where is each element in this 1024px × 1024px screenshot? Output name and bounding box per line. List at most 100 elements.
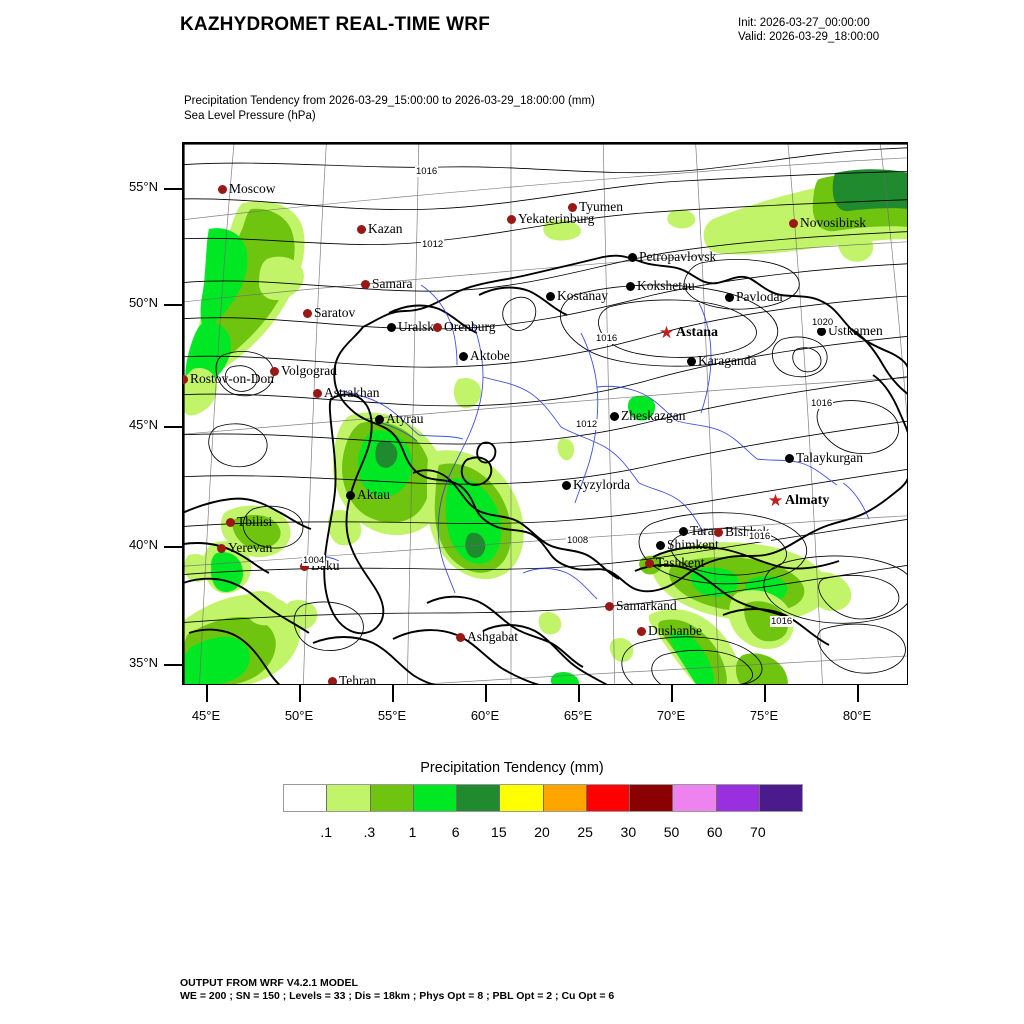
precip-shading-layer — [183, 169, 907, 684]
city-dot-icon — [386, 322, 396, 332]
colorbar-tick-label: 6 — [451, 824, 460, 840]
colorbar-swatch-7[interactable] — [586, 785, 630, 811]
colorbar-swatch-10[interactable] — [716, 785, 760, 811]
footer-line-config: WE = 200 ; SN = 150 ; Levels = 33 ; Dis … — [180, 990, 615, 1002]
city-dot-icon — [604, 601, 614, 611]
city-label: Shimkent — [667, 537, 719, 552]
city-dot-icon — [627, 252, 637, 262]
city-dot-icon — [636, 626, 646, 636]
city-dot-icon — [356, 224, 366, 234]
lon-tick-label: 55°E — [377, 708, 407, 723]
colorbar-swatch-9[interactable] — [673, 785, 717, 811]
slp-contour-layer — [183, 147, 907, 684]
lat-tick-mark — [164, 426, 182, 428]
city-label: Moscow — [229, 181, 276, 196]
page-title: KAZHYDROMET REAL-TIME WRF — [180, 14, 491, 35]
city-dot-icon — [225, 517, 235, 527]
colorbar-swatch-11[interactable] — [759, 785, 802, 811]
colorbar-swatch-1[interactable] — [327, 785, 371, 811]
city-label: Almaty — [785, 493, 830, 508]
city-dot-icon — [458, 351, 468, 361]
colorbar-tick-label: .1 — [320, 824, 332, 840]
city-dot-icon — [269, 366, 279, 376]
city-label: Astana — [676, 325, 719, 340]
city-dot-icon — [784, 453, 794, 463]
plot-caption: Precipitation Tendency from 2026-03-29_1… — [184, 94, 595, 124]
lon-tick-label: 70°E — [656, 708, 686, 723]
city-label: Kokshetau — [637, 278, 695, 293]
lat-tick-label: 35°N — [128, 655, 158, 670]
lon-tick-mark — [857, 685, 859, 702]
city-label: Ustkamen — [828, 323, 883, 338]
city-label: Kyzylorda — [573, 477, 630, 492]
lat-tick-label: 55°N — [128, 179, 158, 194]
city-label: Rostov-on-Don — [190, 371, 274, 386]
colorbar-swatch-4[interactable] — [457, 785, 501, 811]
colorbar-swatch-0[interactable] — [284, 785, 328, 811]
lat-tick-label: 40°N — [128, 537, 158, 552]
city-label: Zheskazgan — [621, 408, 686, 423]
city-dot-icon — [545, 291, 555, 301]
city-label: Tbilisi — [237, 514, 273, 529]
city-label: Astrakhan — [324, 385, 380, 400]
lat-tick-label: 45°N — [128, 417, 158, 432]
colorbar-tick-label: 25 — [577, 824, 593, 840]
colorbar-swatch-6[interactable] — [543, 785, 587, 811]
colorbar-swatch-5[interactable] — [500, 785, 544, 811]
model-output-footer: OUTPUT FROM WRF V4.2.1 MODEL WE = 200 ; … — [180, 977, 614, 1003]
lat-tick-label: 50°N — [128, 295, 158, 310]
forecast-map[interactable]: Moscow Kazan Yekaterinburg Tyumen Novosibirs… — [182, 142, 908, 685]
isobar-label: 1016 — [595, 333, 619, 344]
model-run-info: Init: 2026-03-27_00:00:00 Valid: 2026-03… — [738, 16, 879, 44]
city-label: Karaganda — [698, 353, 757, 368]
isobar-label: 1012 — [421, 239, 445, 250]
colorbar-tick-label: 50 — [663, 824, 680, 840]
colorbar-swatch-3[interactable] — [413, 785, 457, 811]
city-dot-icon — [678, 526, 688, 536]
city-label: Samara — [372, 276, 413, 291]
valid-time: Valid: 2026-03-29_18:00:00 — [738, 31, 880, 43]
caption-slp: Sea Level Pressure (hPa) — [184, 110, 316, 122]
lat-tick-mark — [164, 546, 182, 548]
isobar-label: 1020 — [811, 317, 835, 328]
city-label: Atyrau — [386, 411, 424, 426]
city-dot-icon — [360, 279, 370, 289]
capital-star-icon: ★ — [767, 491, 784, 510]
city-dot-icon — [455, 632, 465, 642]
city-dot-icon — [299, 561, 309, 571]
lon-tick-label: 45°E — [191, 708, 221, 723]
colorbar-tick-label: 1 — [408, 824, 417, 840]
map-canvas — [183, 143, 907, 684]
city-dot-icon — [567, 202, 577, 212]
capital-star-icon: ★ — [658, 323, 675, 342]
lon-tick-mark — [578, 685, 580, 702]
city-label: Tehran — [339, 673, 377, 685]
lon-tick-label: 75°E — [749, 708, 779, 723]
city-dot-icon — [374, 414, 384, 424]
city-label: Samarkand — [616, 598, 677, 613]
city-label: Ashgabat — [467, 629, 518, 644]
city-label: Kostanay — [557, 288, 608, 303]
lon-tick-mark — [392, 685, 394, 702]
colorbar[interactable] — [283, 784, 803, 812]
lon-tick-mark — [764, 685, 766, 702]
lon-tick-mark — [299, 685, 301, 702]
city-dot-icon — [788, 218, 798, 228]
lat-tick-mark — [164, 664, 182, 666]
lon-tick-mark — [206, 685, 208, 702]
city-label: Taraz — [690, 523, 720, 538]
isobar-label: 1016 — [810, 398, 834, 409]
isobar-label: 1012 — [575, 419, 599, 430]
city-label: Yerevan — [228, 540, 273, 555]
colorbar-tick-label: 15 — [491, 824, 507, 840]
isobar-label: 1004 — [302, 555, 326, 566]
colorbar-title: Precipitation Tendency (mm) — [420, 760, 604, 776]
colorbar-swatch-8[interactable] — [630, 785, 674, 811]
city-label: Tashkent — [656, 555, 705, 570]
city-label: Talaykurgan — [796, 450, 864, 465]
caption-precip: Precipitation Tendency from 2026-03-29_1… — [184, 95, 595, 107]
colorbar-swatch-2[interactable] — [370, 785, 414, 811]
city-dot-icon — [432, 322, 442, 332]
colorbar-tick-label: 20 — [534, 824, 550, 840]
river-layer — [300, 284, 870, 600]
